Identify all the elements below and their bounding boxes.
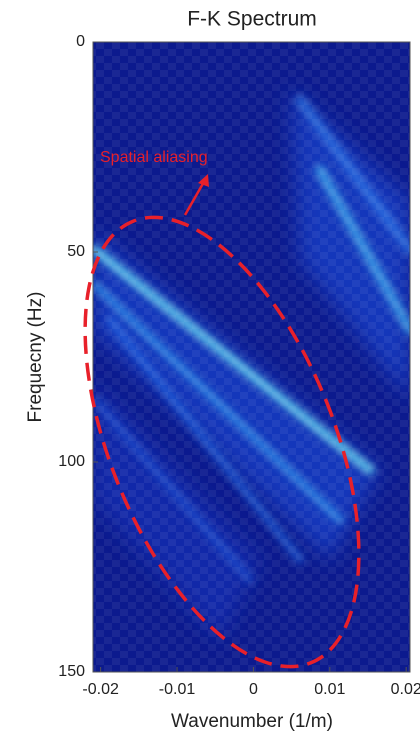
x-tick-label: 0.01 xyxy=(314,681,345,698)
chart: F-K Spectrum Spatial aliasing Wavenumber… xyxy=(0,0,420,741)
y-tick-label: 0 xyxy=(76,33,85,50)
y-tick-label: 100 xyxy=(58,453,85,470)
x-tick-label: 0.02 xyxy=(391,681,420,698)
y-tick-label: 50 xyxy=(67,243,85,260)
x-tick-label: -0.01 xyxy=(159,681,196,698)
y-tick-label: 150 xyxy=(58,663,85,680)
chart-title: F-K Spectrum xyxy=(187,8,317,31)
y-axis-title: Frequecny (Hz) xyxy=(25,292,46,423)
aliasing-texture xyxy=(93,42,410,672)
x-axis-title: Wavenumber (1/m) xyxy=(171,711,333,732)
annotation-text: Spatial aliasing xyxy=(100,149,208,166)
page: {"chart_data": {"type": "heatmap", "titl… xyxy=(0,0,420,741)
x-tick-label: -0.02 xyxy=(82,681,119,698)
plot-area xyxy=(93,42,410,672)
x-tick-label: 0 xyxy=(249,681,258,698)
